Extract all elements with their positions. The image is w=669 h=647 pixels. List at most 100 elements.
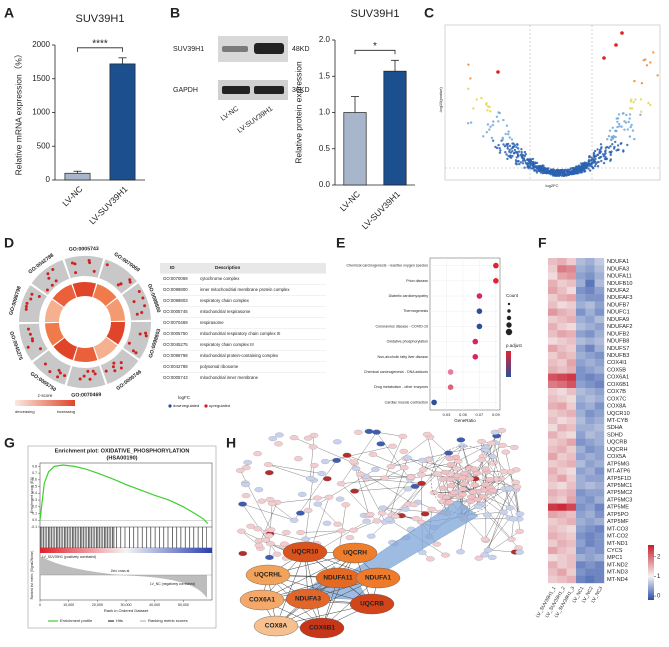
volcano-point <box>515 156 518 159</box>
network-edge <box>240 470 272 530</box>
network-edge <box>241 531 259 546</box>
volcano-point <box>475 98 478 101</box>
dot <box>447 369 454 375</box>
heatmap-cell <box>548 460 558 468</box>
volcano-point <box>518 162 521 166</box>
hub-label: UQCRHL <box>254 572 282 579</box>
hub-node <box>282 541 328 563</box>
network-node <box>458 486 467 492</box>
heatmap-cell <box>566 272 577 280</box>
volcano-point <box>519 161 522 164</box>
network-edge <box>346 455 411 480</box>
heatmap-cell <box>548 532 558 540</box>
heatmap-cell <box>594 409 605 418</box>
network-node <box>456 549 465 555</box>
volcano-point <box>508 136 511 139</box>
gsea-frame <box>27 445 217 629</box>
network-node <box>515 549 524 555</box>
y-tick-label: 0.0 <box>32 518 37 522</box>
volcano-point <box>640 82 644 85</box>
row-label: NDUFS7 <box>607 346 629 352</box>
go-gene-dot <box>91 369 95 373</box>
volcano-point <box>601 153 605 156</box>
volcano-point <box>511 150 514 153</box>
network-node <box>487 440 497 446</box>
volcano-point <box>578 166 581 170</box>
legend-label: increasing <box>57 409 75 414</box>
volcano-point <box>466 122 470 125</box>
go-gene-dot <box>51 268 55 272</box>
volcano-point <box>625 113 628 117</box>
y-tick-label: 1.5 <box>319 71 331 80</box>
go-inner-sector <box>106 322 125 345</box>
blot-lane: LV-NC <box>220 105 240 122</box>
network-node <box>254 487 264 493</box>
heatmap-cell <box>585 510 595 519</box>
network-node <box>377 510 387 516</box>
heatmap-cell <box>585 330 595 338</box>
heatmap-cell <box>557 546 567 555</box>
heatmap-cell <box>557 351 567 360</box>
blot-band <box>222 46 248 52</box>
go-gene-dot <box>112 361 116 365</box>
heatmap-cell <box>585 395 595 403</box>
heatmap-cell <box>557 561 567 569</box>
table-cell: respirasome <box>200 320 224 325</box>
heatmap-cell <box>585 380 595 389</box>
error-bar <box>73 170 82 174</box>
volcano-point <box>521 159 525 162</box>
volcano-point <box>590 165 594 168</box>
volcano-point <box>652 51 655 54</box>
volcano-point <box>523 166 526 169</box>
volcano-point <box>614 129 617 132</box>
volcano-point <box>609 158 612 161</box>
go-gene-dot <box>47 276 51 280</box>
y-tick-label: 0.0 <box>319 180 331 189</box>
legend-size <box>505 328 513 336</box>
network-node <box>322 520 332 526</box>
y-axis-label: Relative protein expression <box>293 61 303 164</box>
bar <box>109 63 136 181</box>
heatmap-cell <box>585 388 595 396</box>
network-node <box>313 495 322 501</box>
volcano-point <box>517 147 520 150</box>
volcano-point <box>596 153 599 156</box>
network-node <box>487 554 497 560</box>
go-gene-dot <box>119 361 123 365</box>
volcano-point <box>583 168 586 171</box>
go-gene-dot <box>93 372 97 376</box>
heatmap-cell <box>557 525 567 533</box>
network-edge <box>448 442 495 454</box>
x-tick-label: 0.03 <box>443 412 452 417</box>
volcano-point <box>615 117 618 120</box>
network-edge <box>242 503 295 521</box>
volcano-point <box>486 105 490 108</box>
network-node <box>466 498 475 504</box>
heatmap-cell <box>585 467 595 475</box>
table-cell: respiratory chain complex <box>200 298 250 303</box>
go-gene-dot <box>37 294 41 298</box>
network-edge <box>487 514 519 549</box>
heatmap-cell <box>585 453 595 461</box>
volcano-point <box>616 148 620 151</box>
heatmap-cell <box>566 561 577 569</box>
row-label: COX6A1 <box>607 375 629 381</box>
row-label: NDUFAF3 <box>607 295 633 301</box>
volcano-point <box>498 147 501 150</box>
row-label: MT-ND4 <box>607 577 628 583</box>
volcano-point <box>508 150 511 153</box>
bar <box>64 172 91 181</box>
heatmap-cell <box>585 373 595 381</box>
dot <box>431 399 437 406</box>
heatmap-cell <box>548 510 558 519</box>
volcano-point <box>584 161 588 165</box>
volcano-point <box>542 169 545 172</box>
heatmap-cell <box>566 330 577 338</box>
network-node <box>432 541 442 547</box>
volcano-point <box>597 160 600 164</box>
network-node <box>403 455 412 461</box>
go-outer-sector <box>19 323 48 361</box>
volcano-point <box>508 155 512 159</box>
volcano-point <box>618 125 621 128</box>
